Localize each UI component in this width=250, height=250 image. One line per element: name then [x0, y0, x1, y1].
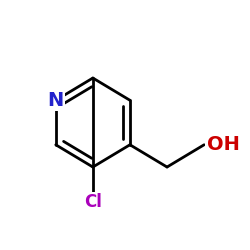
Text: OH: OH [206, 135, 240, 154]
Text: N: N [48, 91, 64, 110]
Text: Cl: Cl [84, 193, 102, 211]
